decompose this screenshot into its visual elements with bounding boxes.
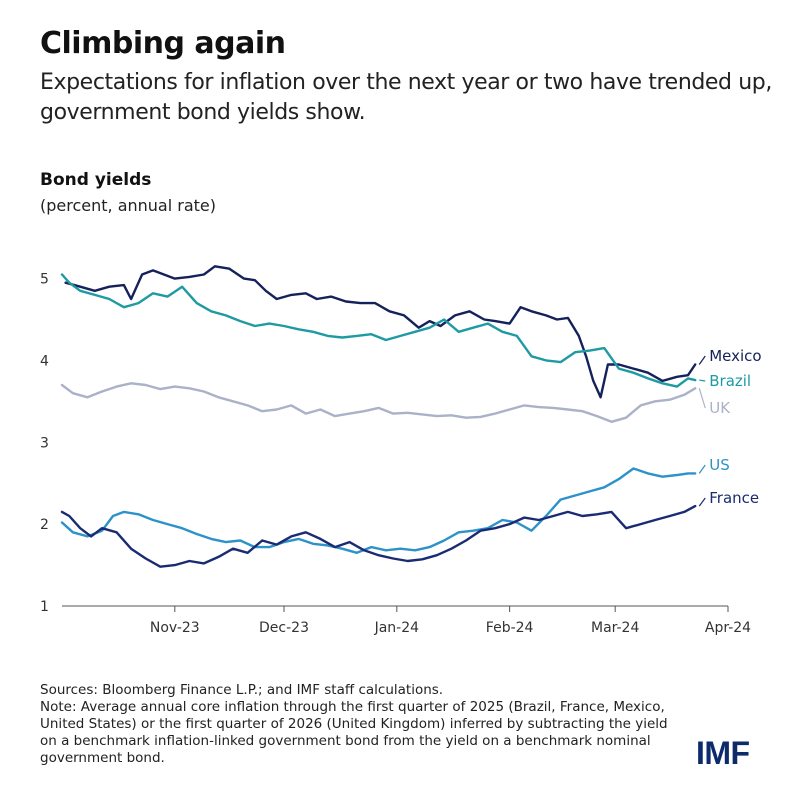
note-text: Note: Average annual core inflation thro… bbox=[40, 699, 668, 766]
series-label-connector bbox=[698, 464, 706, 474]
y-tick-label: 2 bbox=[40, 517, 49, 533]
series-label-mexico: Mexico bbox=[709, 347, 761, 365]
x-tick-label: Jan-24 bbox=[374, 620, 420, 636]
chart-subtitle: (percent, annual rate) bbox=[40, 196, 216, 215]
x-tick-label: Mar-24 bbox=[591, 620, 639, 636]
y-tick-label: 5 bbox=[40, 272, 49, 288]
x-axis: Nov-23 Dec-23 Jan-24 Feb-24 Mar-24 Apr-24 bbox=[62, 605, 751, 636]
chart-title: Bond yields bbox=[40, 170, 152, 190]
y-axis: 1 2 3 4 5 bbox=[40, 272, 49, 615]
series-label-connector bbox=[698, 355, 706, 365]
series-line-us bbox=[60, 467, 697, 554]
series-label-france: France bbox=[709, 489, 759, 507]
x-tick-label: Apr-24 bbox=[705, 620, 751, 636]
page-subtitle: Expectations for inflation over the next… bbox=[40, 70, 772, 125]
series-labels: Mexico Brazil UK US France bbox=[698, 347, 762, 507]
series-label-connector bbox=[699, 379, 706, 382]
series-lines bbox=[60, 265, 697, 568]
series-line-mexico bbox=[64, 265, 697, 399]
y-tick-label: 3 bbox=[40, 435, 49, 451]
series-label-connector bbox=[698, 388, 706, 409]
series-label-connector bbox=[698, 497, 706, 507]
x-tick-label: Nov-23 bbox=[150, 620, 200, 636]
series-line-brazil bbox=[60, 273, 697, 388]
x-tick-label: Dec-23 bbox=[259, 620, 309, 636]
chart-notes: Sources: Bloomberg Finance L.P.; and IMF… bbox=[40, 682, 680, 767]
page-title: Climbing again bbox=[40, 26, 286, 61]
imf-logo: IMF bbox=[696, 735, 750, 771]
x-tick-label: Feb-24 bbox=[486, 620, 534, 636]
series-line-france bbox=[60, 504, 697, 568]
y-tick-label: 1 bbox=[40, 599, 49, 615]
sources-text: Sources: Bloomberg Finance L.P.; and IMF… bbox=[40, 682, 444, 698]
line-chart: 1 2 3 4 5 Nov-23 Dec-23 Jan-24 Feb-24 Mar-24 Apr-… bbox=[40, 265, 762, 636]
series-line-uk bbox=[60, 382, 697, 423]
series-label-brazil: Brazil bbox=[709, 372, 751, 390]
y-tick-label: 4 bbox=[40, 353, 49, 369]
series-label-uk: UK bbox=[709, 399, 731, 417]
series-label-us: US bbox=[709, 456, 730, 474]
